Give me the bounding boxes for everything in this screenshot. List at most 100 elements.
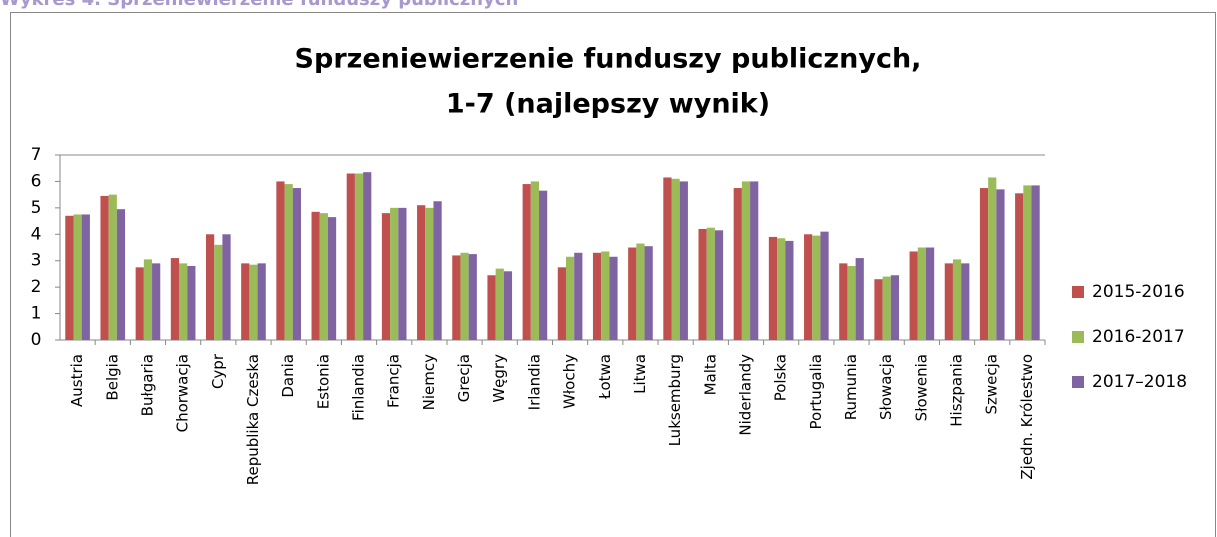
bar bbox=[205, 234, 215, 340]
bar bbox=[663, 177, 672, 340]
x-tick-label: Malta bbox=[701, 354, 719, 395]
bar bbox=[170, 258, 180, 340]
bar bbox=[733, 188, 742, 340]
bar bbox=[73, 214, 82, 340]
legend-swatch bbox=[1072, 376, 1084, 388]
bar bbox=[882, 276, 891, 340]
x-tick-label: Bułgaria bbox=[138, 354, 156, 416]
bar bbox=[785, 240, 794, 340]
y-tick-label: 7 bbox=[31, 145, 42, 165]
bar bbox=[81, 214, 90, 340]
bar bbox=[601, 251, 610, 340]
bar bbox=[714, 230, 724, 340]
bar bbox=[381, 213, 391, 340]
y-tick-label: 5 bbox=[31, 198, 42, 218]
bar bbox=[503, 271, 513, 340]
x-tick-label: Austria bbox=[68, 354, 86, 407]
bar bbox=[398, 207, 407, 340]
bar bbox=[100, 195, 109, 340]
chart-title: Sprzeniewierzenie funduszy publicznych, bbox=[295, 44, 922, 75]
bar bbox=[804, 234, 813, 340]
x-tick-label: Estonia bbox=[314, 354, 332, 409]
bar bbox=[671, 178, 680, 340]
x-tick-label: Łotwa bbox=[596, 354, 614, 400]
bar bbox=[284, 184, 293, 340]
bar bbox=[116, 209, 126, 340]
x-tick-label: Belgia bbox=[103, 354, 121, 401]
bar bbox=[487, 275, 496, 340]
bar bbox=[768, 236, 778, 340]
x-tick-label: Portugalia bbox=[807, 354, 825, 429]
bar bbox=[433, 201, 442, 340]
x-tick-label: Cypr bbox=[209, 353, 227, 389]
legend-label: 2016-2017 bbox=[1092, 327, 1185, 347]
x-tick-label: Irlandia bbox=[525, 354, 543, 410]
bar bbox=[698, 229, 707, 340]
legend-swatch bbox=[1072, 331, 1084, 343]
x-tick-label: Republika Czeska bbox=[244, 354, 262, 485]
bar bbox=[636, 243, 645, 340]
bar bbox=[874, 279, 883, 340]
x-tick-label: Szwecja bbox=[983, 354, 1001, 415]
y-tick-label: 1 bbox=[31, 304, 42, 324]
bar bbox=[179, 263, 188, 340]
bar bbox=[292, 188, 301, 340]
bar bbox=[609, 256, 618, 340]
bar bbox=[909, 251, 918, 340]
x-tick-label: Polska bbox=[772, 354, 790, 401]
bar bbox=[979, 188, 989, 340]
y-tick-label: 3 bbox=[31, 251, 42, 271]
bar bbox=[847, 266, 856, 340]
bar bbox=[944, 263, 953, 340]
bar bbox=[961, 263, 970, 340]
legend-label: 2017–2018 bbox=[1092, 372, 1187, 392]
y-tick-label: 2 bbox=[31, 277, 42, 297]
bar bbox=[592, 252, 602, 340]
bar bbox=[1023, 185, 1032, 340]
x-tick-label: Zjedn. Królestwo bbox=[1018, 354, 1036, 480]
bar bbox=[417, 205, 426, 340]
bar bbox=[135, 267, 144, 340]
bar bbox=[241, 263, 250, 340]
bar bbox=[257, 263, 266, 340]
bar bbox=[346, 173, 355, 340]
bar bbox=[522, 184, 531, 340]
bar bbox=[311, 211, 320, 340]
x-tick-label: Francja bbox=[385, 354, 403, 408]
chart-frame bbox=[10, 12, 1216, 537]
bar bbox=[108, 194, 117, 340]
bar bbox=[319, 213, 328, 340]
y-tick-label: 0 bbox=[31, 330, 42, 350]
bar bbox=[363, 172, 372, 340]
x-tick-label: Słowacja bbox=[877, 354, 895, 420]
bar bbox=[539, 190, 548, 340]
bar bbox=[812, 235, 821, 340]
bar bbox=[187, 266, 196, 340]
bar bbox=[890, 275, 900, 340]
chart-title: 1-7 (najlepszy wynik) bbox=[446, 89, 770, 120]
bar bbox=[65, 215, 74, 340]
x-tick-label: Słowenia bbox=[912, 354, 930, 421]
bar bbox=[706, 227, 715, 340]
bar bbox=[495, 268, 504, 340]
bar bbox=[855, 258, 864, 340]
x-tick-label: Grecja bbox=[455, 354, 473, 402]
heading: Wykres 4. Sprzeniewierzenie funduszy pub… bbox=[0, 0, 518, 10]
x-tick-label: Węgry bbox=[490, 354, 508, 403]
bar bbox=[468, 254, 477, 340]
bar bbox=[460, 252, 469, 340]
x-tick-label: Niemcy bbox=[420, 354, 438, 410]
legend-label: 2015-2016 bbox=[1092, 282, 1185, 302]
y-tick-label: 4 bbox=[31, 224, 42, 244]
bar bbox=[276, 181, 285, 340]
bar bbox=[996, 189, 1005, 340]
x-tick-label: Rumunia bbox=[842, 354, 860, 420]
bar bbox=[214, 244, 223, 340]
x-tick-label: Litwa bbox=[631, 354, 649, 394]
bar bbox=[741, 181, 751, 340]
bar bbox=[574, 252, 583, 340]
bar bbox=[222, 234, 231, 340]
bar bbox=[1031, 185, 1040, 340]
